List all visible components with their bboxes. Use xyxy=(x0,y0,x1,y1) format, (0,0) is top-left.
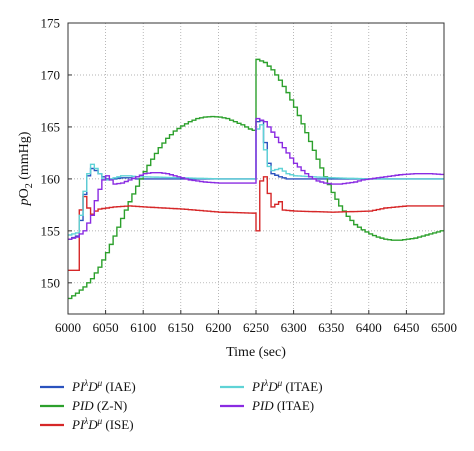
plot-frame xyxy=(67,22,445,315)
legend-label-pid-iae-main: PI xyxy=(71,379,85,394)
x-tick-label: 6450 xyxy=(393,320,419,335)
legend-label-pid-ise-tail: (ISE) xyxy=(102,417,133,432)
x-axis-title: Time (sec) xyxy=(226,345,286,360)
legend-item-pid-classic-itae: PID (ITAE) xyxy=(220,398,314,413)
series-pid-itae-line xyxy=(68,124,444,236)
legend-label-pid-zn-tail: (Z-N) xyxy=(94,398,128,413)
legend-label-pid-ise-main: PI xyxy=(71,417,85,432)
y-axis-title-suffix: (mmHg) xyxy=(17,131,32,183)
series-pid-ise-line xyxy=(68,176,444,272)
legend-item-pid-zn: PID (Z-N) xyxy=(40,398,127,413)
x-tick-label: 6500 xyxy=(431,320,457,335)
x-tick-label: 6400 xyxy=(356,320,382,335)
legend-label-pid-classic-itae: PID (ITAE) xyxy=(251,398,314,413)
legend-label-pid-zn: PID (Z-N) xyxy=(71,398,127,413)
y-tick-label: 170 xyxy=(41,67,61,82)
x-tick-label: 6050 xyxy=(93,320,119,335)
x-tick-label: 6350 xyxy=(318,320,344,335)
series-pid-classic-itae-line xyxy=(68,117,444,240)
legend-label-pid-itae: PIλDμ (ITAE) xyxy=(251,378,323,394)
y-axis-title: pO2 (mmHg) xyxy=(17,131,35,206)
legend-item-pid-itae: PIλDμ (ITAE) xyxy=(220,378,323,394)
legend-label-pid-iae-tail: (IAE) xyxy=(102,379,136,394)
y-tick-label: 175 xyxy=(41,16,61,31)
legend-label-pid-itae-sup1: λ xyxy=(263,378,268,388)
legend-label-pid-itae-sup2: μ xyxy=(277,378,283,388)
legend-label-pid-ise-sup2: μ xyxy=(97,416,103,426)
legend-label-pid-ise-sup1: λ xyxy=(83,416,88,426)
legend-label-pid-classic-itae-main: PID xyxy=(251,398,274,413)
legend-label-pid-itae-tail: (ITAE) xyxy=(282,379,322,394)
y-axis-title-prefix: p xyxy=(17,198,32,206)
y-axis-title-subscript: 2 xyxy=(24,183,35,188)
legend-label-pid-itae-main: PI xyxy=(251,379,265,394)
y-tick-label: 160 xyxy=(41,171,61,186)
x-tick-label: 6000 xyxy=(55,320,81,335)
y-tick-label: 150 xyxy=(41,275,61,290)
x-tick-label: 6150 xyxy=(168,320,194,335)
y-axis-title-main: O xyxy=(17,188,32,198)
x-tick-labels: 6000 6050 6100 6150 6200 6250 6300 6350 6400 6450… xyxy=(55,320,457,335)
legend-label-pid-iae-sup1: λ xyxy=(83,378,88,388)
legend-item-pid-iae: PIλDμ (IAE) xyxy=(40,378,136,394)
legend-label-pid-iae-mid: D xyxy=(87,379,98,394)
series-lines xyxy=(68,58,444,300)
legend-label-pid-itae-mid: D xyxy=(267,379,278,394)
x-tick-label: 6100 xyxy=(130,320,156,335)
legend-label-pid-ise-mid: D xyxy=(87,417,98,432)
x-tick-label: 6200 xyxy=(205,320,231,335)
y-tick-label: 165 xyxy=(41,119,61,134)
legend-label-pid-classic-itae-tail: (ITAE) xyxy=(274,398,314,413)
x-tick-label: 6300 xyxy=(281,320,307,335)
legend-label-pid-ise: PIλDμ (ISE) xyxy=(71,416,134,432)
legend: PIλDμ (IAE) PID (Z-N) PIλDμ (ISE) PIλDμ … xyxy=(40,378,323,432)
y-tick-label: 155 xyxy=(41,223,61,238)
legend-item-pid-ise: PIλDμ (ISE) xyxy=(40,416,134,432)
legend-label-pid-zn-main: PID xyxy=(71,398,94,413)
y-tick-labels: 150 155 160 165 170 175 xyxy=(41,16,61,291)
x-tick-label: 6250 xyxy=(243,320,269,335)
legend-label-pid-iae-sup2: μ xyxy=(97,378,103,388)
legend-label-pid-iae: PIλDμ (IAE) xyxy=(71,378,136,394)
